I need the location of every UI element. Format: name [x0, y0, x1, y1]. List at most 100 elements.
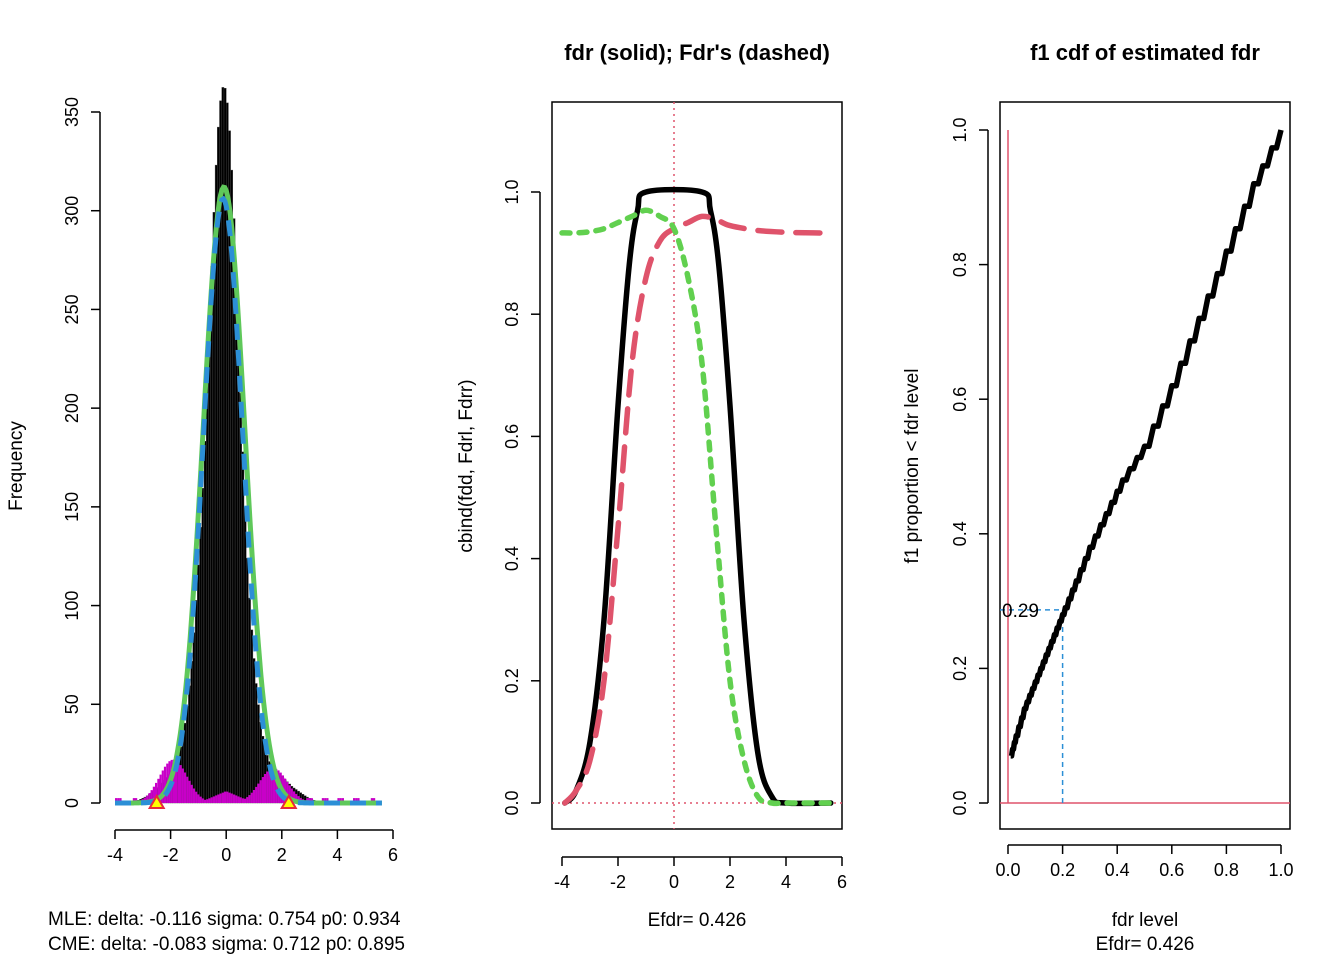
nonnull-bar [175, 760, 178, 803]
fdr-title: fdr (solid); Fdr's (dashed) [564, 40, 830, 65]
cdf-x-tick-label: 0.6 [1159, 860, 1184, 880]
histogram-bar [192, 632, 196, 804]
histogram-bars [130, 87, 323, 804]
nonnull-bar [237, 796, 240, 803]
triangle-markers [147, 794, 298, 809]
fdr-x-tick-label: -2 [610, 872, 626, 892]
triangle-marker [280, 794, 298, 809]
histogram-y-tick-label: 50 [62, 694, 82, 714]
nonnull-bar [148, 793, 151, 803]
histogram-bar [245, 557, 249, 804]
histogram-bar [210, 266, 214, 804]
nonnull-bar [259, 780, 262, 803]
nonnull-bar [217, 794, 220, 803]
histogram-x-tick-label: 0 [221, 845, 231, 865]
cdf-ylabel: f1 proportion < fdr level [902, 369, 923, 564]
cdf-series [1008, 129, 1284, 759]
histogram-x-tick-label: -2 [163, 845, 179, 865]
nonnull-bar [192, 788, 195, 803]
triangle-marker [147, 794, 166, 809]
histogram-bar [243, 507, 247, 804]
cdf-y-axis: 0.0 0.2 0.4 0.6 0.8 1.0 [950, 117, 989, 816]
nonnull-bar [244, 798, 247, 803]
nonnull-bar [157, 778, 160, 803]
fdr-x-axis: -4 -2 0 2 4 6 [554, 856, 847, 892]
cdf-x-axis: 0.0 0.2 0.4 0.6 0.8 1.0 [995, 844, 1294, 880]
nonnull-bar [159, 774, 162, 803]
fdr-y-tick-label: 0.4 [502, 546, 522, 571]
nonnull-bar [250, 792, 253, 803]
histogram-panel: Frequency -4 -2 0 2 4 6 0 50 100 150 200 250 300 350… [6, 87, 460, 960]
histogram-x-tick-label: 6 [388, 845, 398, 865]
nonnull-bar [272, 768, 276, 803]
fdr-y-tick-label: 0.2 [502, 668, 522, 693]
cdf-xlabel2: Efdr= 0.426 [1096, 934, 1195, 955]
histogram-bar [248, 597, 251, 804]
fdr-panel: fdr (solid); Fdr's (dashed) cbind(fdd, F… [456, 40, 847, 931]
histogram-x-tick-label: 4 [332, 845, 342, 865]
nonnull-bar [206, 799, 209, 803]
histogram-bar [239, 392, 242, 804]
nonnull-bar [246, 797, 249, 803]
fdr-y-tick-label: 0.6 [502, 424, 522, 449]
cdf-x-tick-label: 1.0 [1268, 860, 1293, 880]
nonnull-bar [288, 785, 291, 803]
fdr-series-dotted [559, 207, 834, 807]
histogram-bar [208, 323, 211, 804]
cdf-annotation-label: 0.29 [1002, 601, 1039, 622]
histogram-bar [254, 683, 258, 804]
histogram-bar [205, 383, 209, 804]
nonnull-bar [172, 759, 175, 803]
nonnull-bar [163, 766, 167, 803]
histogram-x-axis: -4 -2 0 2 4 6 [107, 829, 398, 865]
cdf-y-tick-label: 0.6 [950, 387, 970, 412]
nonnull-bar [255, 786, 258, 803]
histogram-bar [194, 600, 198, 804]
cdf-y-tick-label: 0.0 [950, 790, 970, 815]
cdf-title: f1 cdf of estimated fdr [1030, 40, 1260, 65]
fdr-frame [551, 101, 843, 830]
histogram-y-tick-label: 0 [62, 798, 82, 808]
nonnull-bar [210, 797, 213, 803]
cdf-xlabel: fdr level [1112, 910, 1179, 931]
cdf-series-step [1008, 129, 1284, 759]
histogram-y-tick-label: 150 [62, 492, 82, 522]
nonnull-bar [161, 770, 164, 803]
nonnull-bar [150, 790, 153, 803]
fdr-y-axis: 0.0 0.2 0.4 0.6 0.8 1.0 [502, 179, 541, 816]
nonnull-bar [264, 774, 267, 803]
cdf-y-tick-label: 0.2 [950, 656, 970, 681]
nonnull-bar [215, 795, 218, 803]
nonnull-bar [201, 798, 204, 803]
nonnull-bar [155, 782, 158, 803]
nonnull-bar [221, 792, 224, 803]
histogram-bar [197, 564, 200, 804]
cdf-x-tick-label: 0.2 [1050, 860, 1075, 880]
nonnull-bar [228, 792, 231, 803]
mle-caption: MLE: delta: -0.116 sigma: 0.754 p0: 0.93… [48, 909, 401, 930]
nonnull-bar [270, 768, 273, 803]
nonnull-bar [208, 798, 211, 803]
nonnull-bar [295, 793, 298, 803]
nonnull-bar [146, 795, 149, 803]
fdr-series-longdash [562, 213, 834, 806]
nonnull-bar [183, 772, 187, 803]
fdr-y-tick-label: 0.8 [502, 302, 522, 327]
fdr-xlabel: Efdr= 0.426 [648, 910, 747, 931]
nonnull-bar [186, 776, 189, 803]
nonnull-bar [181, 768, 184, 803]
nonnull-bar [179, 765, 182, 803]
nonnull-bar [199, 796, 202, 803]
histogram-bar [203, 441, 207, 804]
cdf-y-tick-label: 1.0 [950, 117, 970, 142]
nonnull-bar [290, 788, 293, 803]
histogram-y-tick-label: 250 [62, 294, 82, 324]
nonnull-bar [257, 783, 260, 803]
nonnull-bar [188, 780, 191, 803]
fdr-x-tick-label: -4 [554, 872, 570, 892]
fdr-x-tick-label: 2 [725, 872, 735, 892]
histogram-ylabel: Frequency [6, 421, 27, 511]
fdr-x-tick-label: 4 [781, 872, 791, 892]
nonnull-bar [232, 794, 236, 803]
